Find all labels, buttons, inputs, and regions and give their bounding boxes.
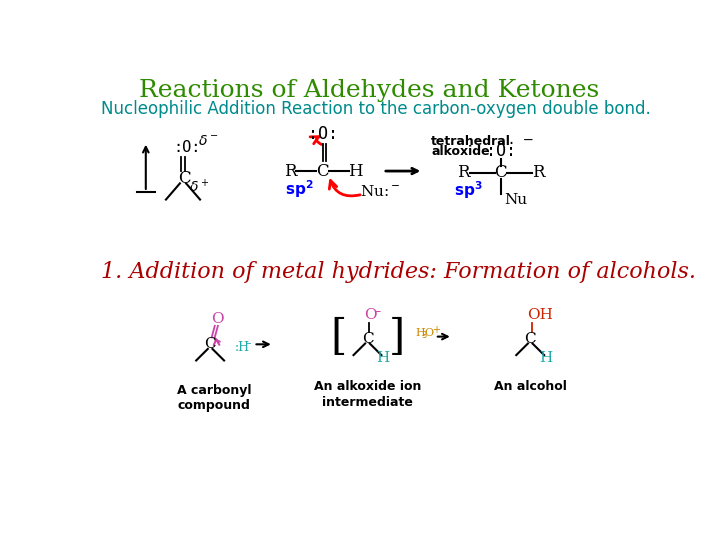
Text: $\delta^-$: $\delta^-$: [199, 134, 219, 148]
Text: :H: :H: [235, 341, 250, 354]
Text: –: –: [246, 338, 251, 348]
Text: H: H: [348, 163, 362, 180]
Text: C: C: [524, 332, 536, 346]
Text: alkoxide: alkoxide: [431, 145, 490, 158]
Text: C: C: [361, 332, 373, 346]
Text: R: R: [457, 164, 470, 181]
Text: R: R: [531, 164, 544, 181]
Text: :O:: :O:: [486, 142, 516, 160]
Text: R: R: [284, 163, 296, 180]
Text: .. –: .. –: [499, 133, 533, 147]
Text: :O:: :O:: [307, 125, 338, 143]
Text: –: –: [374, 306, 381, 319]
Text: $\delta^+$: $\delta^+$: [189, 178, 210, 195]
Text: $\mathbf{sp^2}$: $\mathbf{sp^2}$: [285, 179, 314, 200]
Text: 1. Addition of metal hydrides: Formation of alcohols.: 1. Addition of metal hydrides: Formation…: [101, 261, 696, 283]
FancyArrowPatch shape: [310, 137, 322, 145]
FancyArrowPatch shape: [214, 339, 220, 345]
Text: H: H: [377, 351, 390, 365]
Text: O: O: [212, 312, 224, 326]
Text: [: [: [330, 315, 346, 357]
Text: OH: OH: [527, 308, 553, 322]
Text: :O:: :O:: [174, 140, 201, 154]
Text: $\mathbf{sp^3}$: $\mathbf{sp^3}$: [454, 179, 482, 201]
Text: A carbonyl
compound: A carbonyl compound: [176, 384, 251, 413]
Text: 3: 3: [421, 332, 426, 340]
Text: tetrahedral: tetrahedral: [431, 136, 511, 148]
Text: Nu: Nu: [504, 193, 527, 206]
Text: C: C: [316, 163, 329, 180]
Text: ]: ]: [389, 315, 405, 357]
Text: +: +: [432, 325, 440, 335]
Text: C: C: [179, 170, 191, 187]
Text: O: O: [424, 328, 433, 338]
Text: Nu:$^-$: Nu:$^-$: [360, 184, 400, 199]
Text: C: C: [495, 164, 507, 181]
Text: An alkoxide ion
intermediate: An alkoxide ion intermediate: [314, 381, 421, 408]
Text: O: O: [364, 308, 377, 322]
Text: Reactions of Aldehydes and Ketones: Reactions of Aldehydes and Ketones: [139, 79, 599, 102]
Text: Nucleophilic Addition Reaction to the carbon-oxygen double bond.: Nucleophilic Addition Reaction to the ca…: [101, 100, 651, 118]
Text: An alcohol: An alcohol: [494, 381, 567, 394]
FancyArrowPatch shape: [329, 180, 360, 196]
Text: H: H: [539, 351, 552, 365]
Text: H: H: [415, 328, 426, 338]
Text: C: C: [204, 338, 216, 352]
